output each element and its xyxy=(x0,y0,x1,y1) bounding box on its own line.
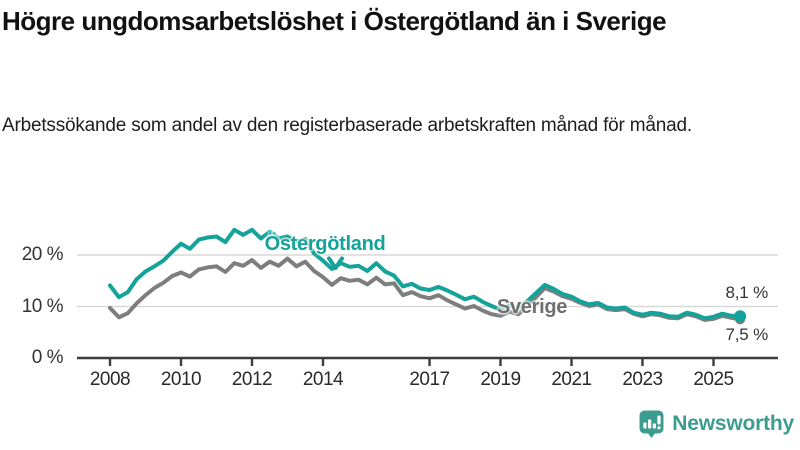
x-tick-label: 2017 xyxy=(409,369,450,390)
x-tick-label: 2023 xyxy=(622,369,663,390)
ostergotland-line xyxy=(108,227,743,321)
x-tick-label: 2025 xyxy=(693,369,734,390)
end-value-label-ostergotland: 8,1 % xyxy=(725,283,769,302)
y-tick-label: 0 % xyxy=(31,347,64,368)
chart-subtitle: Arbetssökande som andel av den registerb… xyxy=(2,115,692,136)
y-tick-label: 20 % xyxy=(21,244,64,265)
arrow-down-icon xyxy=(327,256,344,270)
x-tick-label: 2021 xyxy=(551,369,592,390)
x-tick-label: 2010 xyxy=(160,369,202,390)
chart-title: Högre ungdomsarbetslöshet i Östergötland… xyxy=(2,6,667,36)
bar-chart-speech-bubble-icon xyxy=(639,410,664,438)
x-tick-label: 2014 xyxy=(302,369,344,390)
x-tick-label: 2019 xyxy=(480,369,521,390)
newsworthy-logo-text: Newsworthy xyxy=(672,412,794,435)
end-value-label-sverige: 7,5 % xyxy=(725,325,769,344)
x-tick-label: 2008 xyxy=(89,369,131,390)
newsworthy-logo: Newsworthy xyxy=(639,410,794,438)
x-tick-label: 2012 xyxy=(231,369,273,390)
y-tick-label: 10 % xyxy=(21,295,64,317)
series-label-sverige: Sverige xyxy=(496,296,568,318)
end-dot-ostergotland xyxy=(734,310,747,323)
series-label-ostergotland: Östergötland xyxy=(264,233,386,255)
